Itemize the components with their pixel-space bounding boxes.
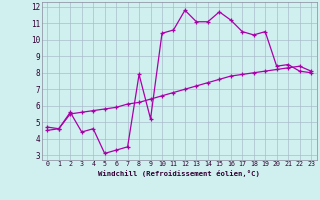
X-axis label: Windchill (Refroidissement éolien,°C): Windchill (Refroidissement éolien,°C) — [98, 170, 260, 177]
